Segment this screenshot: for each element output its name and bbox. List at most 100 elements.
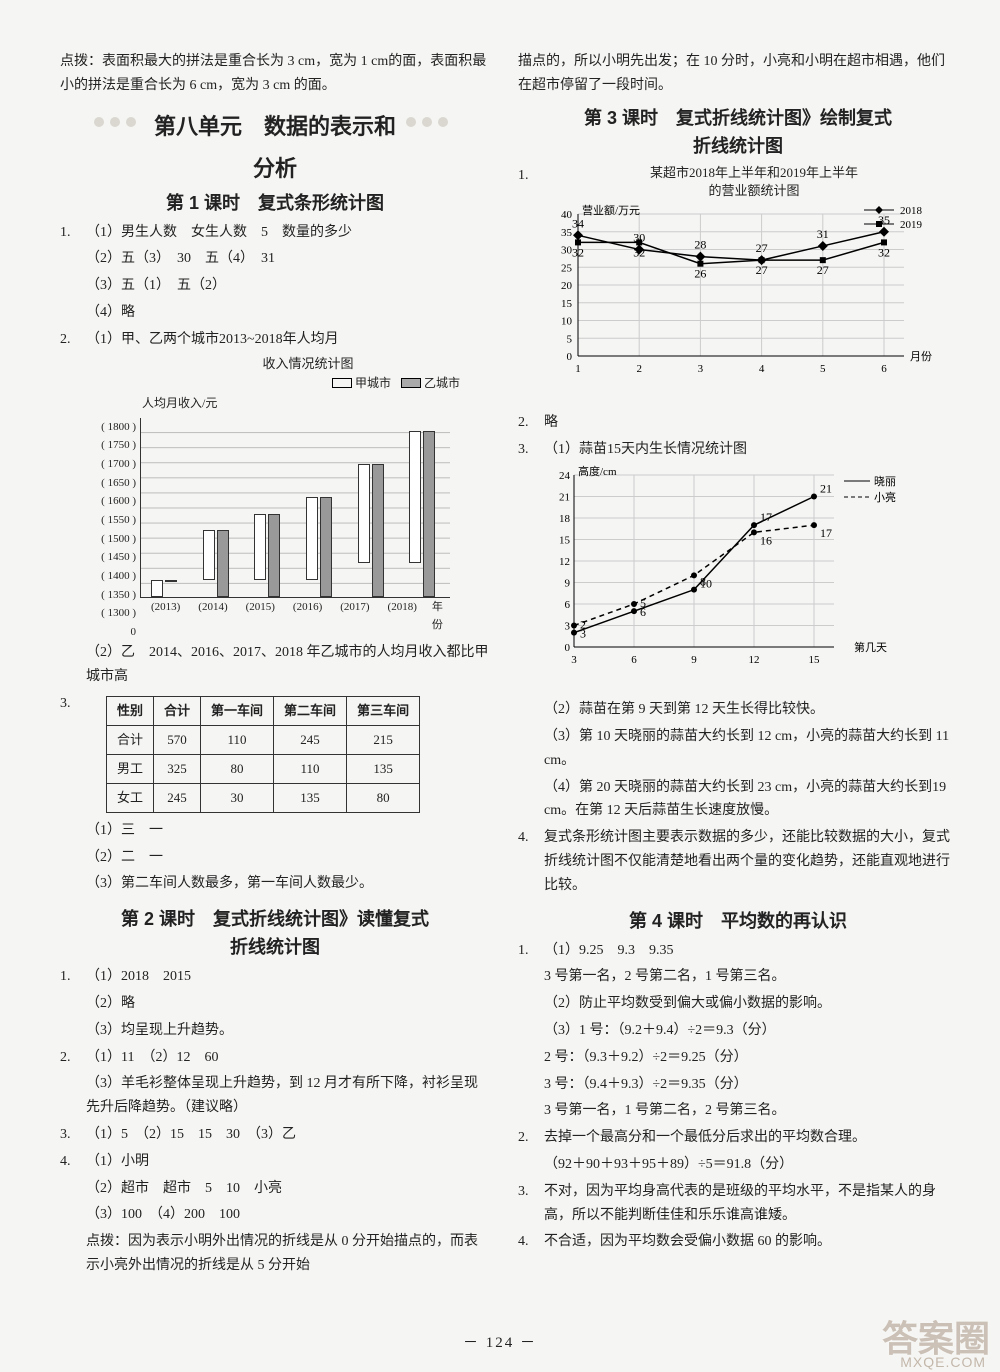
lc1-title2: 的营业额统计图: [544, 182, 964, 200]
svg-text:15: 15: [809, 654, 821, 666]
l2-q3: 3. （1）5 （2）15 15 30 （3）乙: [60, 1123, 490, 1150]
l1-q3: 3. 性别合计第一车间第二车间第三车间合计570110245215男工32580…: [60, 692, 490, 900]
line: （1）2018 2015: [86, 965, 490, 989]
q-number: 3.: [60, 1123, 86, 1150]
line-chart-2: 369121518212403691215高度/cm第几天晓丽小亮2356810…: [544, 465, 958, 690]
q-number: 4.: [60, 1150, 86, 1281]
line: 略: [544, 411, 958, 435]
line: （3）100 （4）200 100: [86, 1203, 490, 1227]
svg-text:32: 32: [572, 245, 584, 259]
line: （2）防止平均数受到偏大或偏小数据的影响。: [544, 992, 958, 1016]
l4-q1: 1. （1）9.25 9.3 9.35 3 号第一名，2 号第二名，1 号第三名…: [518, 939, 958, 1127]
decor-dots-right: [406, 117, 448, 127]
lc2-title: 蒜苗15天内生长情况统计图: [579, 442, 747, 457]
unit-title-2: 分析: [60, 151, 490, 183]
svg-text:2018: 2018: [900, 205, 923, 217]
unit-title-1: 第八单元 数据的表示和: [154, 109, 396, 141]
lesson3-title-1: 第 3 课时 复式折线统计图》绘制复式: [518, 104, 958, 130]
lesson4-title: 第 4 课时 平均数的再认识: [518, 907, 958, 933]
left-column: 点拨：表面积最大的拼法是重合长为 3 cm，宽为 1 cm的面，表面积最小的拼法…: [60, 50, 490, 1281]
line: （2）蒜苗在第 9 天到第 12 天生长得比较快。: [544, 698, 958, 722]
l4-q2: 2. 去掉一个最高分和一个最低分后求出的平均数合理。 （92＋90＋93＋95＋…: [518, 1126, 958, 1180]
line: （3）第二车间人数最多，第一车间人数最少。: [86, 872, 490, 896]
line: （2）略: [86, 992, 490, 1016]
svg-text:31: 31: [817, 227, 829, 241]
line: （4）第 20 天晓丽的蒜苗大约长到 23 cm，小亮的蒜苗大约长到19 cm。…: [544, 776, 958, 824]
svg-text:9: 9: [565, 578, 571, 590]
line: （3）五（1） 五（2）: [86, 274, 490, 298]
lesson2-title-1: 第 2 课时 复式折线统计图》读懂复式: [60, 905, 490, 931]
legend-swatch-2: [401, 378, 421, 388]
svg-text:6: 6: [565, 599, 571, 611]
svg-text:2: 2: [636, 363, 642, 375]
line: （4）略: [86, 301, 490, 325]
svg-text:0: 0: [565, 642, 571, 654]
svg-text:21: 21: [820, 482, 832, 496]
q-number: 3.: [60, 692, 86, 900]
svg-text:17: 17: [760, 511, 772, 525]
line: （2）五（3） 30 五（4） 31: [86, 247, 490, 271]
lesson2-title-2: 折线统计图: [60, 933, 490, 959]
svg-text:32: 32: [878, 245, 890, 259]
line: 3 号第一名，2 号第二名，1 号第三名。: [544, 965, 958, 989]
svg-text:35: 35: [561, 227, 573, 239]
bar-title1: 甲、乙两个城市2013~2018年人均月: [121, 332, 339, 347]
svg-text:28: 28: [694, 238, 706, 252]
l2-q2: 2. （1）11 （2）12 60 （3）羊毛衫整体呈现上升趋势，到 12 月才…: [60, 1046, 490, 1123]
bar-chart: ( 1800 )( 1750 )( 1700 )( 1650 )( 1600 )…: [86, 418, 486, 635]
svg-text:20: 20: [561, 280, 573, 292]
top-note: 点拨：表面积最大的拼法是重合长为 3 cm，宽为 1 cm的面，表面积最小的拼法…: [60, 50, 490, 98]
sub: （1）甲、乙两个城市2013~2018年人均月: [86, 328, 490, 352]
q-number: 3.: [518, 438, 544, 827]
l4-q4: 4. 不合适，因为平均数会受偏小数据 60 的影响。: [518, 1230, 958, 1257]
line: 不对，因为平均身高代表的是班级的平均水平，不是指某人的身高，所以不能判断佳佳和乐…: [544, 1180, 958, 1228]
q-number: 1.: [60, 221, 86, 328]
svg-text:32: 32: [633, 245, 645, 259]
l3-q1: 1. 某超市2018年上半年和2019年上半年 的营业额统计图 05101520…: [518, 164, 958, 411]
svg-text:高度/cm: 高度/cm: [578, 465, 617, 478]
line: 去掉一个最高分和一个最低分后求出的平均数合理。: [544, 1126, 958, 1150]
svg-text:16: 16: [760, 534, 772, 548]
line: （2）二 一: [86, 846, 490, 870]
svg-text:4: 4: [759, 363, 765, 375]
line: （3）羊毛衫整体呈现上升趋势，到 12 月才有所下降，衬衫呈现先升后降趋势。（建…: [86, 1072, 490, 1120]
svg-text:17: 17: [820, 527, 832, 541]
svg-text:营业额/万元: 营业额/万元: [582, 204, 640, 217]
line: （1）5 （2）15 15 30 （3）乙: [86, 1123, 490, 1147]
bar-legend: 甲城市 乙城市: [86, 373, 460, 393]
svg-text:10: 10: [561, 315, 573, 327]
svg-text:5: 5: [567, 333, 573, 345]
line: 不合适，因为平均数会受偏小数据 60 的影响。: [544, 1230, 958, 1254]
sub: （1）蒜苗15天内生长情况统计图: [544, 438, 958, 462]
workshop-table: 性别合计第一车间第二车间第三车间合计570110245215男工32580110…: [106, 696, 420, 813]
l1-q2-2: （2）乙 2014、2016、2017、2018 年乙城市的人均月收入都比甲城市…: [86, 641, 490, 689]
line: （1）男生人数 女生人数 5 数量的多少: [86, 221, 490, 245]
svg-text:15: 15: [559, 535, 571, 547]
q-number: 2.: [60, 1046, 86, 1123]
svg-text:9: 9: [691, 654, 697, 666]
svg-text:2019: 2019: [900, 219, 923, 231]
svg-text:35: 35: [878, 213, 890, 227]
l4-q3: 3. 不对，因为平均身高代表的是班级的平均水平，不是指某人的身高，所以不能判断佳…: [518, 1180, 958, 1231]
legend-swatch-1: [332, 378, 352, 388]
q-number: 2.: [518, 411, 544, 438]
svg-text:0: 0: [567, 351, 573, 363]
l2-q1: 1. （1）2018 2015 （2）略 （3）均呈现上升趋势。: [60, 965, 490, 1045]
line-chart-1: 0510152025303540123456营业额/万元月份2018201934…: [544, 204, 964, 403]
q-number: 2.: [518, 1126, 544, 1180]
svg-text:27: 27: [756, 241, 768, 255]
q-number: 4.: [518, 826, 544, 900]
decor-dots-left: [94, 117, 136, 127]
svg-text:3: 3: [565, 621, 571, 633]
svg-text:26: 26: [694, 267, 706, 281]
svg-text:34: 34: [572, 216, 584, 230]
line: 点拨：因为表示小明外出情况的折线是从 0 分开始描点的，而表示小亮外出情况的折线…: [86, 1230, 490, 1278]
legend-label-1: 甲城市: [355, 373, 391, 393]
unit-title-row: 第八单元 数据的表示和: [60, 101, 490, 143]
svg-text:30: 30: [561, 244, 573, 256]
l1-q2: 2. （1）甲、乙两个城市2013~2018年人均月 收入情况统计图 甲城市 乙…: [60, 328, 490, 692]
q-number: 1.: [60, 965, 86, 1045]
line: （1）11 （2）12 60: [86, 1046, 490, 1070]
line: （1）小明: [86, 1150, 490, 1174]
svg-text:6: 6: [881, 363, 887, 375]
